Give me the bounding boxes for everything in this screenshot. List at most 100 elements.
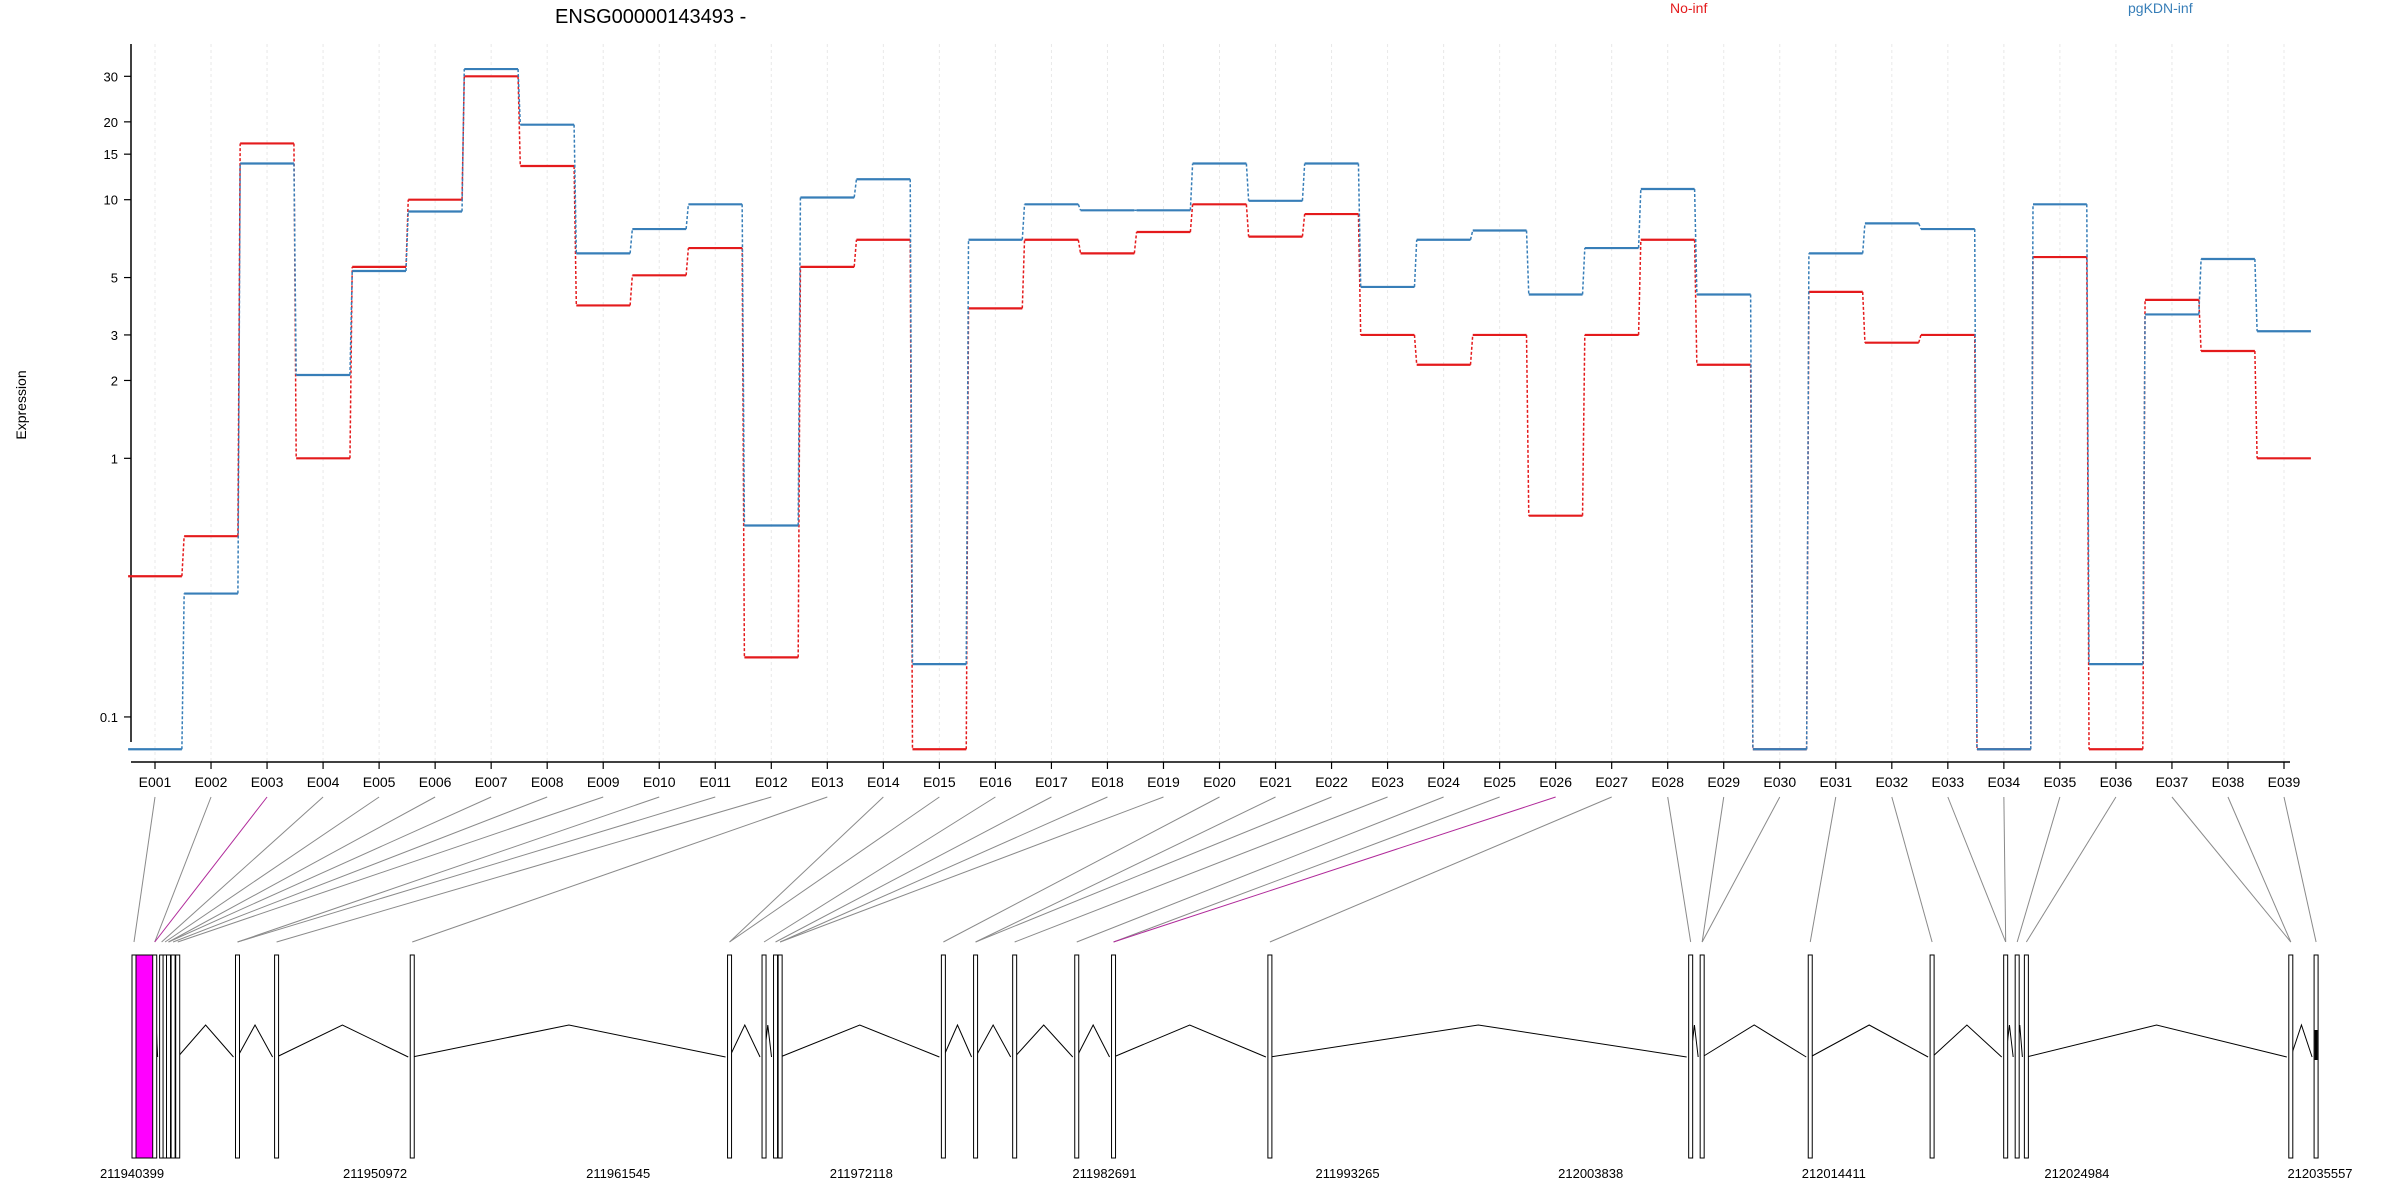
coordinate-label: 211993265 — [1316, 1166, 1380, 1181]
exon-connector-e005 — [164, 796, 380, 943]
series-1-connector — [2030, 204, 2034, 750]
exon-connector-e039 — [2283, 796, 2317, 943]
exon-label-e005: E005 — [363, 774, 396, 790]
coordinate-label: 212024984 — [2044, 1166, 2109, 1181]
grid-layer — [154, 44, 2285, 762]
exon-connector-e009 — [177, 796, 604, 943]
series-1-connector — [293, 163, 297, 375]
series-1-connector — [741, 204, 746, 526]
exon-box — [175, 954, 181, 1159]
intron-line — [779, 1024, 940, 1058]
series-0-connector — [1637, 239, 1642, 335]
series-1-connector — [1581, 248, 1586, 295]
series-0-connector — [573, 165, 578, 306]
exon-connector-e001 — [133, 796, 156, 943]
y-tick-label: 3 — [111, 328, 118, 343]
series-1-connector — [517, 69, 522, 125]
series-1-connector — [2198, 258, 2202, 315]
exon-box — [777, 954, 783, 1159]
exon-label-e007: E007 — [475, 774, 508, 790]
series-1-connector — [1189, 163, 1194, 211]
series-1-connector — [1525, 230, 1530, 295]
exon-label-e014: E014 — [867, 774, 900, 790]
exon-connector-e030 — [1701, 796, 1781, 943]
exon-label-e009: E009 — [587, 774, 620, 790]
exon-label-e031: E031 — [1819, 774, 1852, 790]
series-0-connector — [181, 536, 185, 577]
coordinate-label: 212014411 — [1802, 1166, 1866, 1181]
exon-label-e028: E028 — [1651, 774, 1684, 790]
exon-box — [1012, 954, 1018, 1159]
exon-label-e036: E036 — [2100, 774, 2133, 790]
exon-connector-e019 — [779, 796, 1164, 943]
exon-label-e016: E016 — [979, 774, 1012, 790]
exon-label-e020: E020 — [1203, 774, 1236, 790]
intron-line — [1113, 1024, 1267, 1058]
series-1-connector — [629, 228, 634, 254]
exon-connector-e017 — [775, 796, 1052, 943]
series-1-connector — [685, 204, 690, 230]
exon-box — [234, 954, 240, 1159]
series-0-connector — [629, 275, 634, 306]
intron-line — [1269, 1024, 1687, 1058]
exon-box — [1807, 954, 1813, 1159]
legend-no-inf: No-inf — [1670, 0, 1707, 16]
exon-label-e010: E010 — [643, 774, 676, 790]
series-1-connector — [573, 124, 578, 254]
series-0-connector — [1973, 334, 1978, 750]
series-0-connector — [1469, 334, 1474, 365]
exon-label-e004: E004 — [307, 774, 340, 790]
series-1-connector — [965, 239, 970, 665]
intron-line — [1076, 1023, 1110, 1058]
exon-box — [1699, 954, 1705, 1159]
exon-connector-e011 — [237, 796, 716, 943]
y-tick-label: 1 — [111, 451, 118, 466]
series-0-connector — [1581, 334, 1586, 516]
exon-connector-e028 — [1667, 796, 1692, 943]
exon-connector-e022 — [975, 796, 1332, 943]
exon-box — [973, 954, 979, 1159]
genomic-coordinates: 211940399 211950972 211961545 211972118 2119… — [100, 1166, 2353, 1181]
y-tick-label: 20 — [104, 115, 118, 130]
intron-line — [2290, 1023, 2313, 1058]
exon-box — [166, 954, 172, 1159]
coordinate-label: 212003838 — [1558, 1166, 1623, 1181]
series-1-connector — [1469, 230, 1474, 240]
exon-label-e030: E030 — [1763, 774, 1796, 790]
exon-connector-e024 — [1076, 796, 1444, 943]
coordinate-label: 211982691 — [1072, 1166, 1136, 1181]
exon-label-e033: E033 — [1931, 774, 1964, 790]
exon-box — [1929, 954, 1935, 1159]
exon-label-e001: E001 — [139, 774, 172, 790]
y-tick-label: 5 — [111, 271, 118, 286]
series-1-connector — [2086, 204, 2090, 665]
series-1-connector — [1973, 229, 1978, 750]
exon-connectors — [133, 796, 2317, 943]
exon-label-e027: E027 — [1595, 774, 1628, 790]
series-1-connector — [349, 270, 353, 376]
exon-label-e032: E032 — [1875, 774, 1908, 790]
exon-connector-e020 — [943, 796, 1220, 943]
series-0-connector — [1133, 231, 1138, 254]
exon-box — [773, 954, 779, 1159]
exon-connector-e010 — [237, 796, 660, 943]
exon-box — [409, 954, 415, 1159]
exon-box — [1074, 954, 1080, 1159]
exon-label-e006: E006 — [419, 774, 452, 790]
y-tick-label: 15 — [104, 147, 118, 162]
exon-label-e008: E008 — [531, 774, 564, 790]
exon-box — [2003, 954, 2009, 1159]
coordinate-label: 212035557 — [2287, 1166, 2352, 1181]
exon-connector-e029 — [1701, 796, 1725, 943]
exon-connector-e035 — [2016, 796, 2061, 943]
series-1-connector — [1693, 188, 1698, 295]
series-1-connector — [1021, 204, 1026, 240]
exon-label-e011: E011 — [699, 774, 731, 790]
intron-line — [2026, 1024, 2287, 1058]
exon-connector-e008 — [172, 796, 548, 943]
series-1-connector — [853, 179, 858, 198]
exon-connector-e032 — [1891, 796, 1933, 943]
series-0-connector — [2198, 299, 2202, 352]
series-1-connector — [181, 593, 185, 750]
